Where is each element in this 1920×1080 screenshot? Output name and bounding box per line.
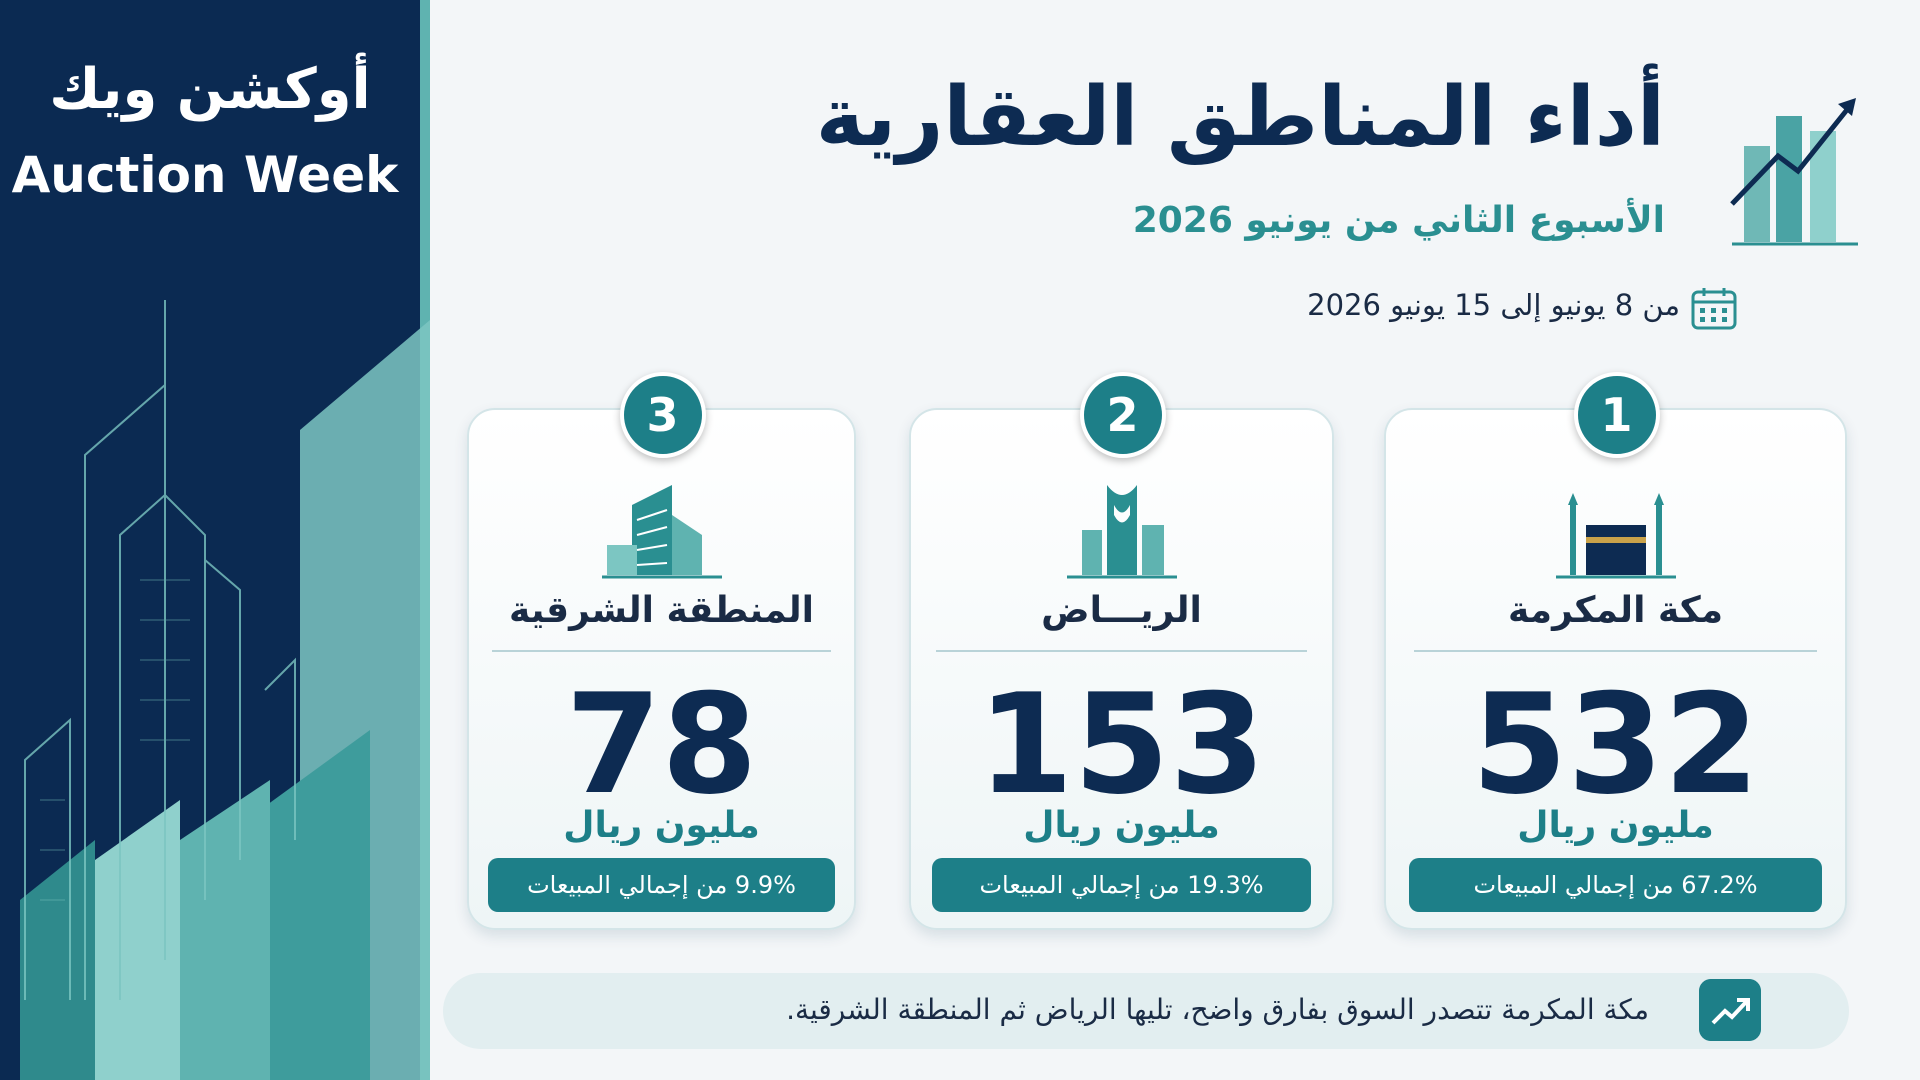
sales-amount: 532 bbox=[1471, 664, 1760, 825]
region-card: 2 الريـــاض 153 مليون ريال 19.3% من إجمالي ا… bbox=[909, 372, 1334, 930]
footer: مكة المكرمة تتصدر السوق بفارق واضح، تليه… bbox=[443, 973, 1849, 1049]
amount-unit: مليون ريال bbox=[563, 805, 760, 846]
sales-amount: 153 bbox=[977, 664, 1266, 825]
amount-unit: مليون ريال bbox=[1517, 805, 1714, 846]
trend-icon bbox=[1699, 979, 1761, 1041]
region-icon bbox=[601, 485, 722, 579]
sales-share: 67.2% من إجمالي المبيعات bbox=[1408, 858, 1823, 912]
sales-share: 9.9% من إجمالي المبيعات bbox=[488, 858, 835, 912]
sidebar: أوكشن ويك Auction Week bbox=[0, 0, 430, 1080]
subtitle: الأسبوع الثاني من يونيو 2026 bbox=[1132, 200, 1665, 241]
region-name: المنطقة الشرقية bbox=[508, 590, 814, 631]
region-icon bbox=[1066, 485, 1177, 579]
separator bbox=[492, 650, 831, 652]
rank-badge: 2 bbox=[1079, 372, 1166, 458]
rank-badge: 1 bbox=[1573, 372, 1660, 458]
brand-name-ar: أوكشن ويك bbox=[49, 52, 370, 122]
region-card: 1 مكة المكرمة 532 مليون ريال 67.2% من إجمالي… bbox=[1384, 372, 1847, 930]
footer-note: مكة المكرمة تتصدر السوق بفارق واضح، تليه… bbox=[786, 993, 1649, 1026]
rank-badge: 3 bbox=[619, 372, 706, 458]
sales-amount: 78 bbox=[565, 664, 758, 825]
region-name: مكة المكرمة bbox=[1507, 590, 1724, 631]
region-icon bbox=[1555, 493, 1676, 579]
title: أداء المناطق العقارية bbox=[815, 70, 1665, 165]
date-range: من 8 يونيو إلى 15 يونيو 2026 bbox=[1307, 288, 1680, 322]
amount-unit: مليون ريال bbox=[1023, 805, 1220, 846]
calendar-icon bbox=[1691, 288, 1737, 330]
region-name: الريـــاض bbox=[1041, 590, 1202, 631]
sales-share: 19.3% من إجمالي المبيعات bbox=[932, 858, 1311, 912]
separator bbox=[1413, 650, 1818, 652]
separator bbox=[936, 650, 1307, 652]
header-icon bbox=[1730, 98, 1858, 246]
brand-name-en: Auction Week bbox=[12, 146, 401, 204]
region-card: 3 المنطقة الشرقية 78 مليون ريال 9.9% من إجما… bbox=[467, 372, 856, 930]
